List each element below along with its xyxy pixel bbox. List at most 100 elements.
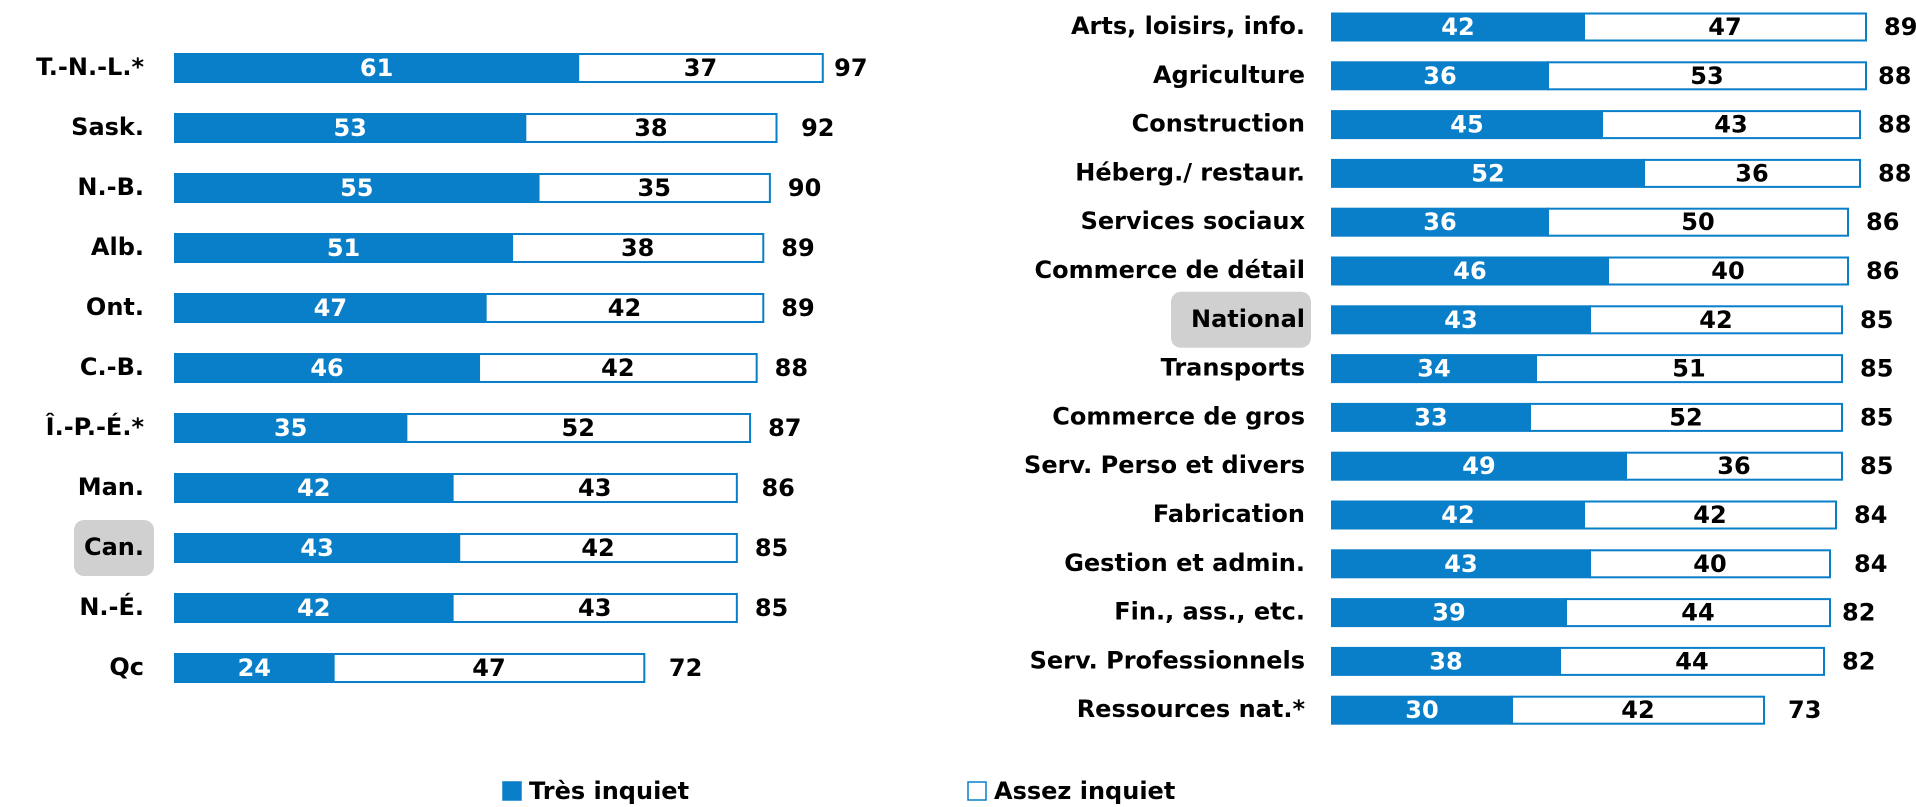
value-label: 36 [1423,62,1456,90]
category-label: Ont. [86,293,144,321]
bar-segment [1607,256,1849,286]
bar-segment [1535,354,1843,384]
total-label: 82 [1842,647,1875,675]
category-label: Services sociaux [1081,207,1306,235]
value-label: 61 [360,54,393,82]
category-label: Héberg./ restaur. [1075,158,1305,186]
value-label: 55 [340,174,373,202]
value-label: 43 [1444,306,1477,334]
value-label: 40 [1693,550,1726,578]
bar-segment [1331,402,1531,432]
value-label: 42 [1693,501,1726,529]
category-label: N.-É. [79,592,144,621]
bar-segment [174,113,527,143]
bar-segment [1331,305,1591,335]
value-label: 42 [297,594,330,622]
value-label: 42 [1699,306,1732,334]
category-label: Can. [84,533,144,561]
bar-segment [451,473,738,503]
legend-label: Très inquiet [529,777,689,805]
bar-segment [537,173,771,203]
total-label: 73 [1788,696,1821,724]
category-label: C.-B. [80,353,144,381]
category-label: Construction [1132,110,1305,138]
total-label: 85 [1860,403,1893,431]
bar-segment [1547,207,1849,237]
bar-segment [174,293,487,323]
value-label: 43 [578,474,611,502]
category-label: Fabrication [1153,500,1305,528]
value-label: 49 [1462,452,1495,480]
bar-segment [332,653,646,683]
value-label: 35 [274,414,307,442]
value-label: 30 [1405,696,1438,724]
bar-segment [458,533,738,563]
bar-segment [1331,256,1609,286]
value-label: 43 [578,594,611,622]
category-label: Fin., ass., etc. [1114,598,1305,626]
total-label: 85 [1860,355,1893,383]
category-label: N.-B. [77,173,144,201]
bar-segment [174,53,580,83]
category-label: Gestion et admin. [1064,549,1305,577]
total-label: 85 [1860,452,1893,480]
bar-segment [484,293,765,323]
value-label: 46 [310,354,343,382]
total-label: 90 [788,174,821,202]
total-label: 85 [755,534,788,562]
total-label: 88 [1878,159,1911,187]
value-label: 47 [1708,13,1741,41]
category-label: Serv. Professionnels [1030,646,1305,674]
value-label: 52 [1471,159,1504,187]
category-label: Transports [1161,354,1305,382]
value-label: 47 [472,654,505,682]
value-label: 36 [1717,452,1750,480]
value-label: 44 [1675,647,1708,675]
category-label: Alb. [91,233,144,261]
bar-segment [478,353,758,383]
value-label: 42 [297,474,330,502]
value-label: 42 [1441,13,1474,41]
category-label: Ressources nat.* [1077,695,1306,723]
value-label: 38 [621,234,654,262]
bar-segment [1583,12,1867,42]
total-label: 86 [1866,208,1899,236]
legend-label: Assez inquiet [994,777,1175,805]
value-label: 40 [1711,257,1744,285]
category-label: Commerce de détail [1035,256,1305,284]
bar-segment [451,593,738,623]
total-label: 88 [775,354,808,382]
bar-segment [1331,110,1603,140]
value-label: 52 [562,414,595,442]
value-label: 53 [333,114,366,142]
value-label: 52 [1669,403,1702,431]
total-label: 92 [801,114,834,142]
legend-swatch [502,781,522,801]
category-label: T.-N.-L.* [36,53,144,81]
bar-segment [577,53,824,83]
bar-segment [1331,354,1537,384]
total-label: 88 [1878,111,1911,139]
category-label: Î.-P.-É.* [46,412,145,441]
value-label: 45 [1450,111,1483,139]
bar-segment [511,233,765,263]
category-label: Serv. Perso et divers [1024,451,1305,479]
value-label: 24 [238,654,271,682]
bar-segment [1331,158,1645,188]
value-label: 36 [1735,159,1768,187]
category-label: Qc [109,653,144,681]
total-label: 87 [768,414,801,442]
value-label: 39 [1432,599,1465,627]
value-label: 42 [608,294,641,322]
value-label: 43 [300,534,333,562]
bar-segment [1331,61,1549,91]
value-label: 44 [1681,599,1714,627]
category-label: Commerce de gros [1052,402,1305,430]
category-label: National [1191,305,1305,333]
total-label: 88 [1878,62,1911,90]
legend-swatch [967,781,987,801]
bar-segment [1547,61,1867,91]
value-label: 50 [1681,208,1714,236]
value-label: 33 [1414,403,1447,431]
